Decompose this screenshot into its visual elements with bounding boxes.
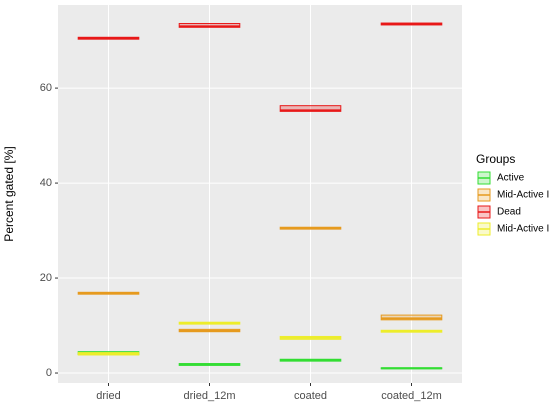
legend-title: Groups (476, 152, 515, 166)
legend-label: Mid-Active II (497, 224, 550, 235)
legend-label: Mid-Active I (497, 190, 549, 201)
y-axis-title: Percent gated [%] (2, 146, 16, 241)
x-tick-label: dried (96, 390, 120, 402)
x-tick-label: dried_12m (184, 390, 236, 402)
x-tick-label: coated (294, 390, 327, 402)
legend-label: Dead (497, 207, 521, 218)
x-tick-label: coated_12m (381, 390, 442, 402)
y-tick-label: 60 (40, 82, 52, 94)
plot-panel (58, 5, 462, 383)
y-tick-label: 40 (40, 177, 52, 189)
y-tick-label: 20 (40, 272, 52, 284)
y-tick-label: 0 (46, 367, 52, 379)
legend-label: Active (497, 173, 525, 184)
